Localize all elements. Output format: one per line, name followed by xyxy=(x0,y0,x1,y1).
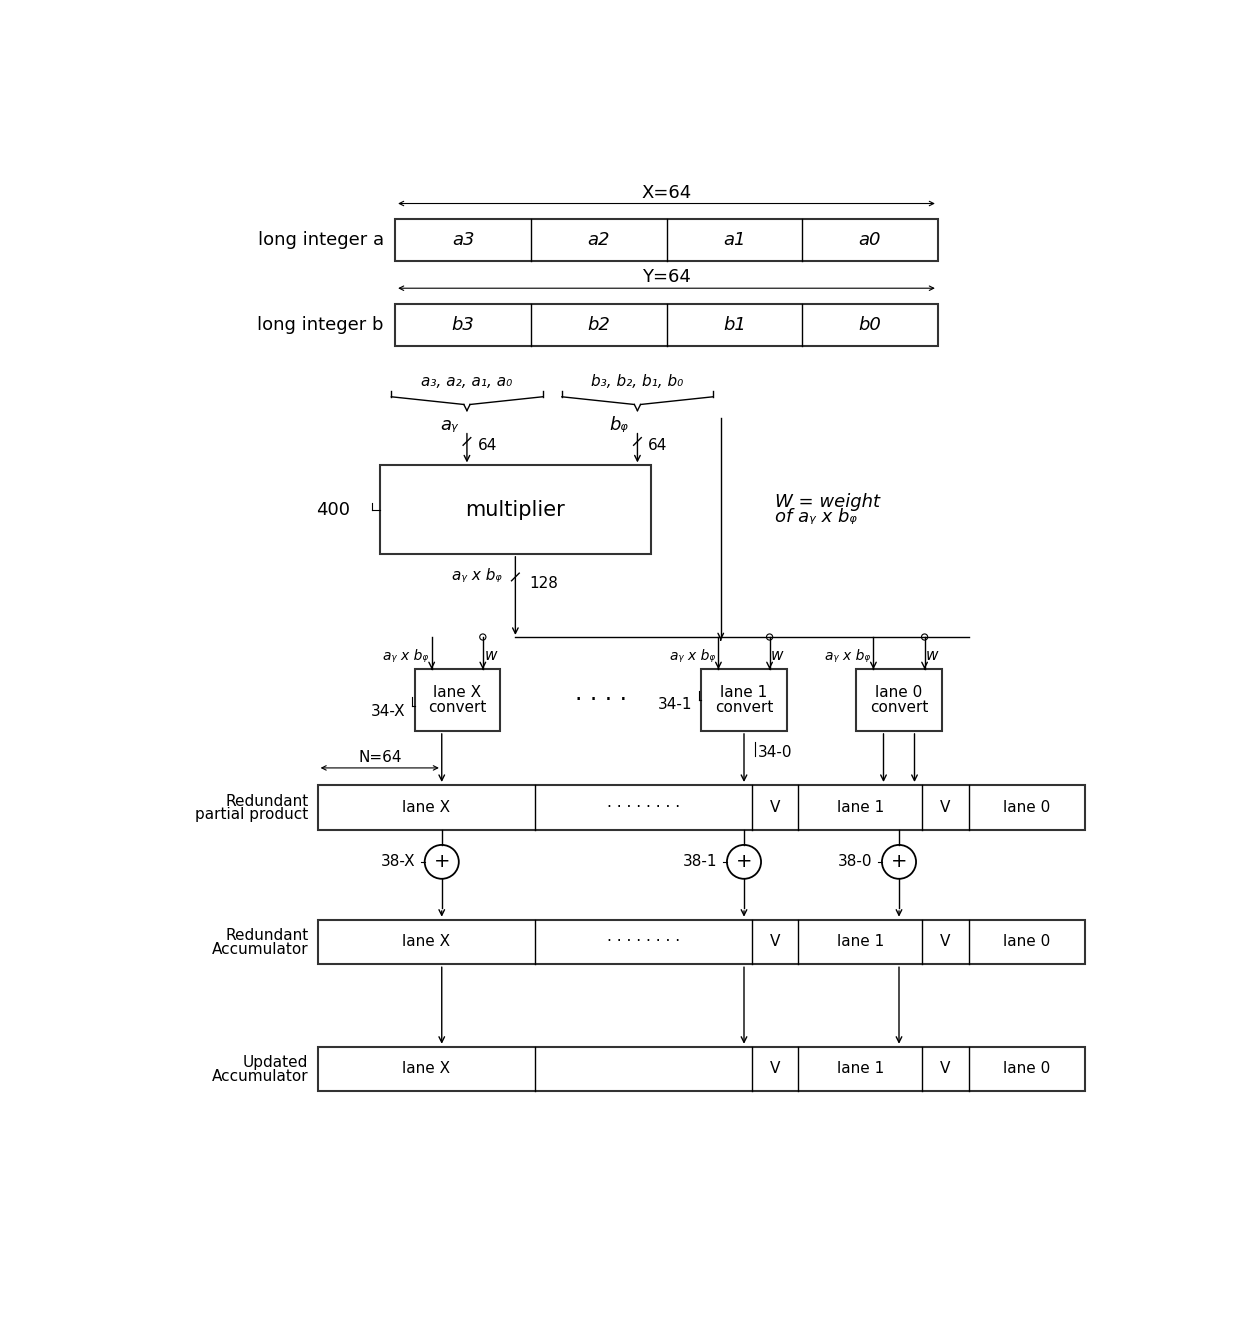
Bar xyxy=(414,669,500,731)
Bar xyxy=(396,304,937,346)
Text: b3: b3 xyxy=(451,316,475,334)
Text: a0: a0 xyxy=(858,231,882,248)
Text: b2: b2 xyxy=(588,316,610,334)
Text: Accumulator: Accumulator xyxy=(212,1069,309,1084)
Text: long integer b: long integer b xyxy=(257,316,383,334)
Text: lane 0: lane 0 xyxy=(1003,799,1050,815)
Text: Accumulator: Accumulator xyxy=(212,943,309,958)
Text: w: w xyxy=(926,649,939,663)
Text: aᵧ: aᵧ xyxy=(440,415,458,434)
Text: a2: a2 xyxy=(588,231,610,248)
Text: lane 0: lane 0 xyxy=(1003,1061,1050,1077)
Text: · · · · · · · ·: · · · · · · · · xyxy=(606,799,680,815)
Bar xyxy=(317,784,1085,830)
Text: N=64: N=64 xyxy=(358,749,402,764)
Text: 64: 64 xyxy=(649,438,667,453)
Text: +: + xyxy=(735,853,753,872)
Text: convert: convert xyxy=(714,700,774,716)
Text: 38-0: 38-0 xyxy=(838,854,873,869)
Text: aᵧ x bᵩ: aᵧ x bᵩ xyxy=(825,649,870,662)
Text: 64: 64 xyxy=(477,438,497,453)
Text: a3: a3 xyxy=(451,231,475,248)
Text: 38-X: 38-X xyxy=(381,854,415,869)
Text: partial product: partial product xyxy=(195,807,309,822)
Text: V: V xyxy=(770,935,780,950)
Text: w: w xyxy=(485,649,497,663)
Text: · · · · · · · ·: · · · · · · · · xyxy=(606,935,680,950)
Text: X=64: X=64 xyxy=(641,184,692,201)
Text: a₃, a₂, a₁, a₀: a₃, a₂, a₁, a₀ xyxy=(422,373,512,389)
Text: V: V xyxy=(940,935,951,950)
Text: lane X: lane X xyxy=(402,935,450,950)
Text: V: V xyxy=(940,1061,951,1077)
Text: +: + xyxy=(890,853,908,872)
Text: aᵧ x bᵩ: aᵧ x bᵩ xyxy=(383,649,429,662)
Text: b0: b0 xyxy=(858,316,882,334)
Text: lane X: lane X xyxy=(433,685,481,700)
Text: 34-X: 34-X xyxy=(371,704,405,720)
Text: lane 0: lane 0 xyxy=(1003,935,1050,950)
Bar xyxy=(396,219,937,262)
Text: V: V xyxy=(770,799,780,815)
Text: bᵩ: bᵩ xyxy=(609,415,629,434)
Bar xyxy=(317,920,1085,964)
Text: Y=64: Y=64 xyxy=(642,269,691,286)
Bar xyxy=(857,669,941,731)
Text: Redundant: Redundant xyxy=(226,928,309,943)
Text: lane 1: lane 1 xyxy=(837,935,884,950)
Text: lane X: lane X xyxy=(402,1061,450,1077)
Text: Redundant: Redundant xyxy=(226,794,309,808)
Text: lane 0: lane 0 xyxy=(875,685,923,700)
Text: 38-1: 38-1 xyxy=(683,854,718,869)
Bar xyxy=(702,669,786,731)
Text: 400: 400 xyxy=(316,501,351,518)
Text: V: V xyxy=(770,1061,780,1077)
Text: · · · ·: · · · · xyxy=(574,688,626,712)
Text: convert: convert xyxy=(428,700,486,716)
Text: aᵧ x bᵩ: aᵧ x bᵩ xyxy=(451,568,501,583)
Text: +: + xyxy=(434,853,450,872)
Bar xyxy=(317,1046,1085,1092)
Text: 34-0: 34-0 xyxy=(758,745,792,760)
Text: b₃, b₂, b₁, b₀: b₃, b₂, b₁, b₀ xyxy=(591,373,683,389)
Text: of aᵧ x bᵩ: of aᵧ x bᵩ xyxy=(775,508,857,526)
Text: convert: convert xyxy=(869,700,929,716)
Text: long integer a: long integer a xyxy=(258,231,383,248)
Text: 34-1: 34-1 xyxy=(657,697,692,712)
Text: 128: 128 xyxy=(529,576,558,591)
Text: lane 1: lane 1 xyxy=(837,1061,884,1077)
Text: b1: b1 xyxy=(723,316,745,334)
Text: V: V xyxy=(940,799,951,815)
Text: aᵧ x bᵩ: aᵧ x bᵩ xyxy=(670,649,715,662)
Text: multiplier: multiplier xyxy=(465,500,565,520)
Text: lane 1: lane 1 xyxy=(720,685,768,700)
Bar xyxy=(379,465,651,553)
Text: lane X: lane X xyxy=(402,799,450,815)
Text: W = weight: W = weight xyxy=(775,493,880,510)
Text: a1: a1 xyxy=(723,231,745,248)
Text: w: w xyxy=(771,649,784,663)
Text: Updated: Updated xyxy=(243,1056,309,1070)
Text: lane 1: lane 1 xyxy=(837,799,884,815)
